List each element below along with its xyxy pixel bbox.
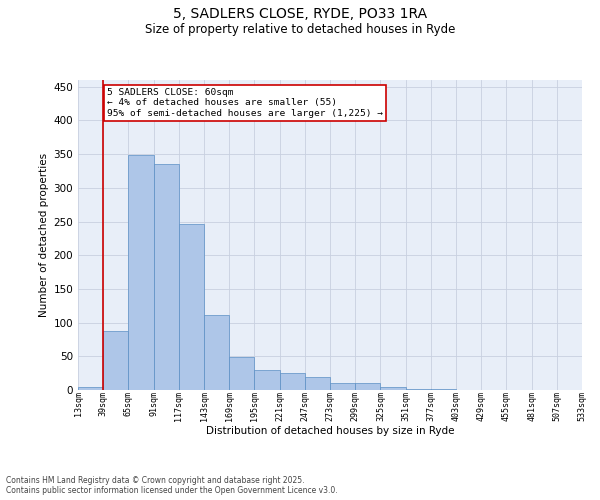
- Bar: [280, 373, 305, 390]
- Bar: [128, 156, 154, 390]
- Bar: [78, 386, 103, 390]
- X-axis label: Distribution of detached houses by size in Ryde: Distribution of detached houses by size …: [206, 426, 454, 436]
- Bar: [103, 330, 128, 390]
- Bar: [305, 376, 330, 390]
- Text: Contains HM Land Registry data © Crown copyright and database right 2025.
Contai: Contains HM Land Registry data © Crown c…: [6, 476, 338, 495]
- Text: 5 SADLERS CLOSE: 60sqm
← 4% of detached houses are smaller (55)
95% of semi-deta: 5 SADLERS CLOSE: 60sqm ← 4% of detached …: [107, 88, 383, 118]
- Text: Size of property relative to detached houses in Ryde: Size of property relative to detached ho…: [145, 22, 455, 36]
- Y-axis label: Number of detached properties: Number of detached properties: [39, 153, 49, 317]
- Bar: [254, 370, 280, 390]
- Bar: [229, 357, 254, 390]
- Bar: [204, 314, 229, 390]
- Bar: [355, 384, 380, 390]
- Bar: [179, 224, 204, 390]
- Bar: [330, 384, 355, 390]
- Bar: [380, 388, 406, 390]
- Bar: [154, 164, 179, 390]
- Text: 5, SADLERS CLOSE, RYDE, PO33 1RA: 5, SADLERS CLOSE, RYDE, PO33 1RA: [173, 8, 427, 22]
